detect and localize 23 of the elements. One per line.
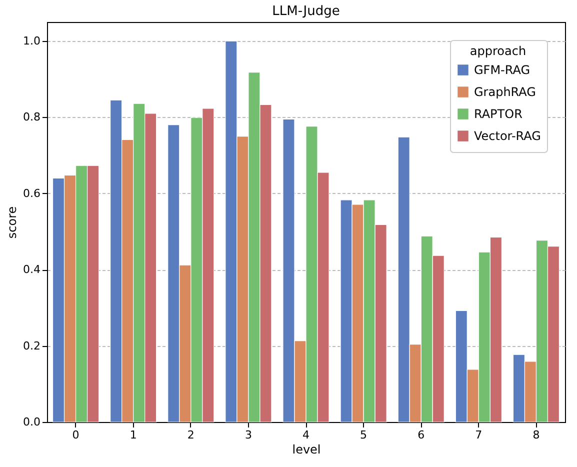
legend-label: Vector-RAG [474,129,541,143]
y-axis-title: score [5,206,20,239]
y-tick-label: 0.6 [23,186,40,200]
x-tick-label: 7 [475,428,482,442]
y-tick-label: 0.8 [23,110,40,124]
legend-title: approach [470,44,526,58]
legend-label: GFM-RAG [474,63,530,77]
y-tick-label: 0.4 [23,263,40,276]
y-tick-label: 0.0 [23,416,40,428]
x-tick-label: 0 [72,428,80,442]
y-tick-label: 0.2 [23,339,40,352]
x-axis-title: level [292,442,321,456]
x-tick-label: 3 [244,428,252,442]
chart-title: LLM-Judge [272,4,340,19]
x-tick-label: 6 [418,428,425,442]
x-tick-label: 5 [360,428,368,442]
y-tick-label: 1.0 [23,34,40,48]
x-tick-label: 4 [302,428,310,442]
legend-label: RAPTOR [474,107,522,121]
legend-label: GraphRAG [474,85,536,99]
x-tick-label: 2 [187,428,194,442]
x-tick-label: 8 [532,428,540,442]
x-tick-label: 1 [130,428,137,442]
